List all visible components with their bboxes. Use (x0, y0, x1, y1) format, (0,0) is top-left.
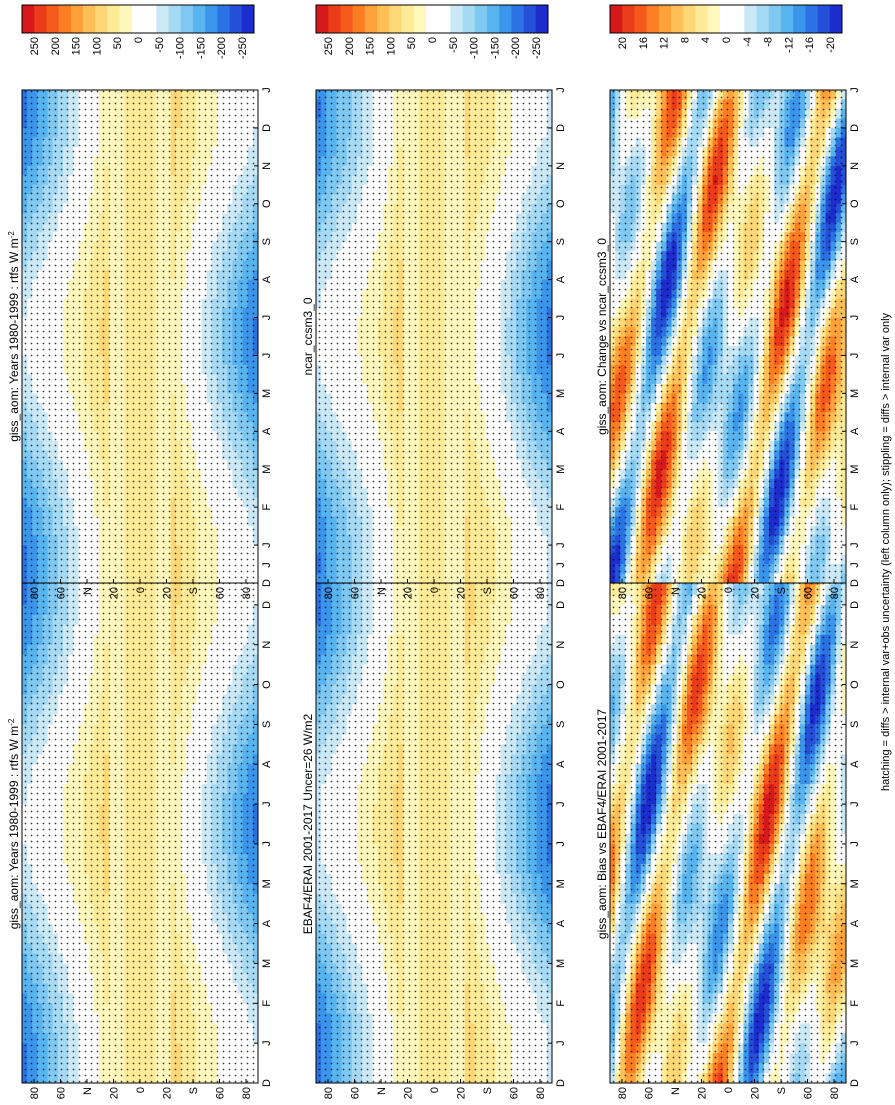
month-tick-label: N (261, 641, 273, 649)
chart-panel-2: 80 60 N 20 0 20 S 60 80 D J F M A M J J A S O N D J EBAF4/ERAI … (301, 562, 567, 1099)
month-tick-label: O (555, 680, 567, 689)
lat-tick-label: 20 (403, 1087, 415, 1099)
month-tick-label: M (555, 959, 567, 968)
lat-tick-label: 60 (215, 1087, 227, 1099)
lat-tick-label: N (82, 1087, 94, 1095)
panel-title: EBAF4/ERAI 2001-2017 Uncer=26 W/m2 (301, 713, 315, 934)
panel-title: giss_aom: Years 1980-1999 : rtfs W m-2 (7, 718, 22, 929)
month-tick-label: J (555, 801, 567, 807)
month-tick-label: J (261, 841, 273, 847)
month-tick-label: J (261, 1040, 273, 1046)
lat-tick-label: 80 (241, 1087, 253, 1099)
month-tick-label: A (261, 919, 273, 927)
lat-tick-label: 60 (509, 1087, 521, 1099)
month-tick-label: O (261, 680, 273, 689)
month-tick-label: S (555, 721, 567, 728)
month-tick-label: A (555, 919, 567, 927)
lat-tick-label: 20 (456, 1087, 468, 1099)
month-tick-label: J (555, 562, 567, 568)
month-tick-label: N (555, 641, 567, 649)
lat-tick-label: 0 (135, 1087, 147, 1093)
month-tick-label: F (261, 1000, 273, 1007)
lat-tick-label: 80 (323, 1087, 335, 1099)
lat-tick-label: 60 (56, 1087, 68, 1099)
lat-tick-label: S (188, 1087, 200, 1094)
lat-tick-label: 20 (162, 1087, 174, 1099)
month-tick-label: A (261, 760, 273, 768)
month-tick-label: D (261, 601, 273, 609)
lat-tick-label: 80 (535, 1087, 547, 1099)
panel-title-superscript: -2 (7, 718, 16, 726)
month-tick-label: D (261, 1079, 273, 1087)
lat-tick-label: 0 (429, 1087, 441, 1093)
month-tick-label: M (261, 879, 273, 888)
month-tick-label: D (555, 601, 567, 609)
month-tick-label: S (261, 721, 273, 728)
lat-tick-label: S (482, 1087, 494, 1094)
lat-tick-label: N (376, 1087, 388, 1095)
month-tick-label: J (261, 801, 273, 807)
month-tick-label: A (555, 760, 567, 768)
month-tick-label: F (555, 1000, 567, 1007)
month-tick-label: J (261, 562, 273, 568)
lat-tick-label: 20 (109, 1087, 121, 1099)
lat-tick-label: 60 (350, 1087, 362, 1099)
month-tick-label: J (555, 841, 567, 847)
month-tick-label: J (555, 1040, 567, 1046)
stipple-overlay (22, 565, 258, 1083)
stipple-overlay (316, 565, 552, 1083)
month-tick-label: M (555, 879, 567, 888)
month-tick-label: M (261, 959, 273, 968)
month-tick-label: D (555, 1079, 567, 1087)
lat-tick-label: 80 (29, 1087, 41, 1099)
